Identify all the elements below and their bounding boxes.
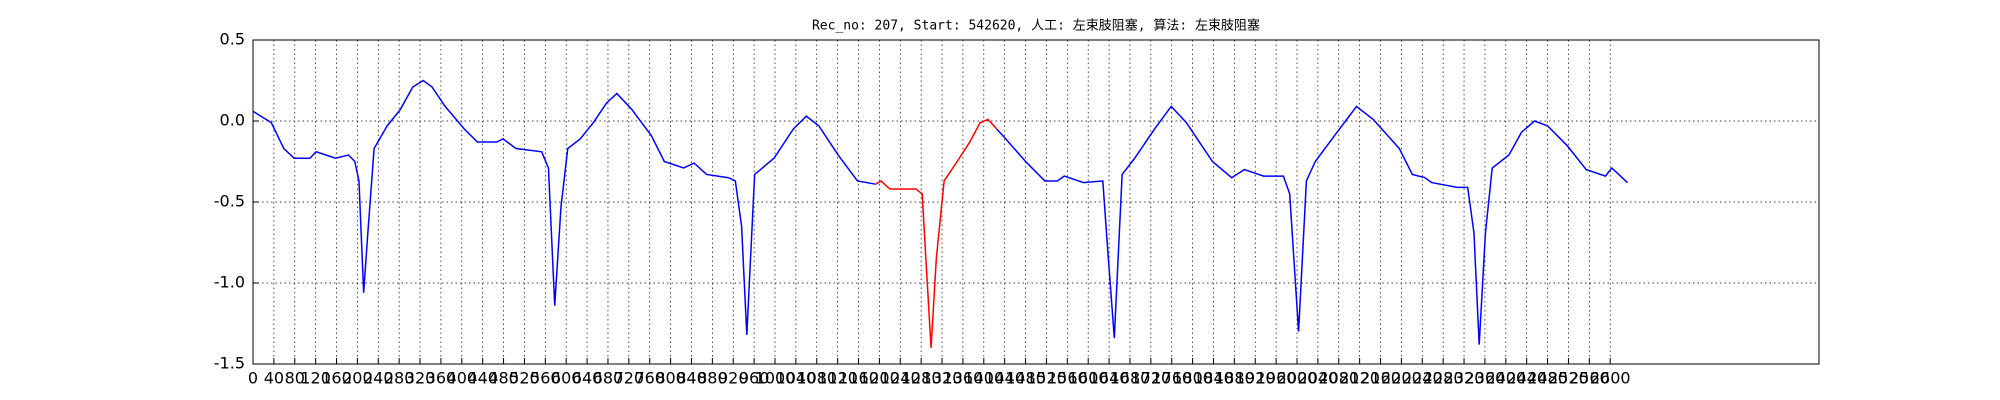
x-tick-label: 440 [467,369,498,388]
x-tick-label: 2040 [1298,369,1339,388]
x-tick-label: 1000 [755,369,796,388]
x-tick-label: 640 [572,369,603,388]
x-tick-label: 1920 [1235,369,1276,388]
x-tick-label: 800 [655,369,686,388]
x-tick-label: 2360 [1465,369,1506,388]
x-tick-label: 1960 [1256,369,1297,388]
x-tick-label: 760 [634,369,665,388]
x-tick-label: 1440 [984,369,1025,388]
x-tick-label: 1120 [817,369,858,388]
x-tick-label: 1760 [1151,369,1192,388]
x-tick-label: 1480 [1005,369,1046,388]
y-tick-label: -0.5 [214,192,245,211]
x-tick-label: 2480 [1527,369,1568,388]
x-tick-label: 1160 [838,369,879,388]
y-tick-label: -1.0 [214,273,245,292]
x-tick-label: 960 [739,369,770,388]
x-tick-label: 2280 [1423,369,1464,388]
x-tick-label: 2520 [1548,369,1589,388]
x-tick-label: 2160 [1360,369,1401,388]
y-tick-label: 0.5 [220,30,245,49]
x-tick-label: 400 [447,369,478,388]
x-tick-label: 1240 [880,369,921,388]
x-tick-label: 2240 [1402,369,1443,388]
x-tick-label: 2320 [1444,369,1485,388]
x-tick-label: 1400 [963,369,1004,388]
x-tick-label: 1080 [796,369,837,388]
x-tick-label: 2600 [1590,369,1631,388]
x-tick-label: 1600 [1068,369,1109,388]
x-tick-label: 1640 [1089,369,1130,388]
y-tick-label: -1.5 [214,354,245,373]
x-tick-label: 1840 [1193,369,1234,388]
x-tick-label: 160 [321,369,352,388]
x-tick-label: 1280 [901,369,942,388]
x-tick-label: 1880 [1214,369,1255,388]
x-tick-label: 1040 [776,369,817,388]
x-tick-label: 80 [285,369,305,388]
y-tick-label: 0.0 [220,111,245,130]
x-tick-label: 520 [509,369,540,388]
x-tick-label: 1680 [1110,369,1151,388]
x-tick-label: 2400 [1485,369,1526,388]
x-tick-label: 240 [363,369,394,388]
x-tick-label: 600 [551,369,582,388]
x-tick-label: 680 [593,369,624,388]
x-tick-label: 0 [248,369,258,388]
x-tick-label: 480 [488,369,519,388]
x-tick-label: 1520 [1026,369,1067,388]
x-tick-label: 560 [530,369,561,388]
x-tick-label: 720 [614,369,645,388]
x-tick-label: 1800 [1172,369,1213,388]
x-tick-label: 200 [342,369,373,388]
x-tick-label: 920 [718,369,749,388]
x-tick-label: 880 [697,369,728,388]
x-tick-label: 2560 [1569,369,1610,388]
chart-title: Rec_no: 207, Start: 542620, 人工: 左束肢阻塞, 算… [812,18,1260,34]
x-tick-label: 2000 [1277,369,1318,388]
x-tick-label: 2080 [1318,369,1359,388]
x-tick-label: 840 [676,369,707,388]
x-tick-label: 1560 [1047,369,1088,388]
x-tick-label: 1200 [859,369,900,388]
x-tick-label: 1720 [1130,369,1171,388]
x-tick-label: 320 [405,369,436,388]
x-tick-label: 40 [264,369,284,388]
x-tick-label: 2120 [1339,369,1380,388]
plot-frame [252,39,1820,365]
x-tick-label: 2440 [1506,369,1547,388]
x-tick-label: 120 [300,369,331,388]
x-tick-label: 280 [384,369,415,388]
x-tick-label: 1360 [943,369,984,388]
line-series [252,79,1628,345]
x-tick-label: 360 [426,369,457,388]
x-tick-label: 2200 [1381,369,1422,388]
x-tick-label: 1320 [922,369,963,388]
line-series [875,118,998,348]
